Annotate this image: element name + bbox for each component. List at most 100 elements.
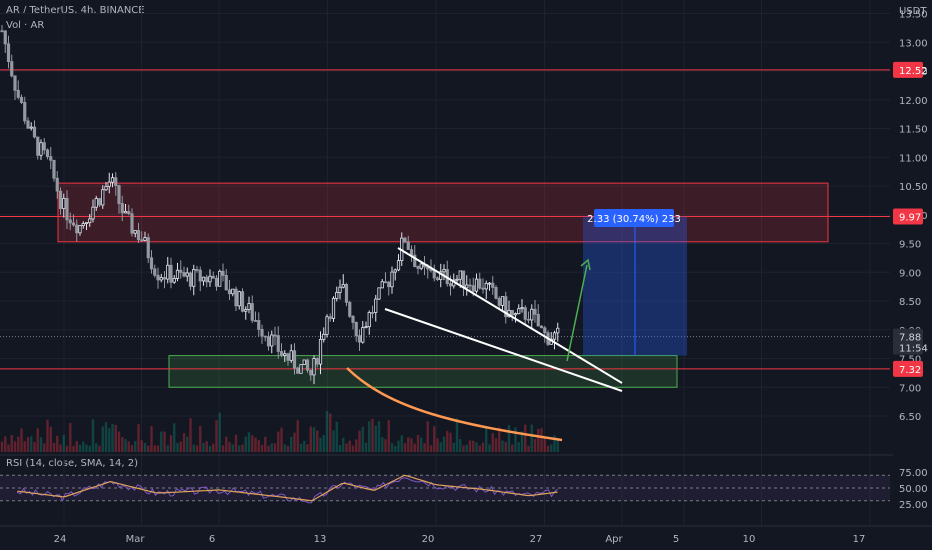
- volume-bar: [325, 410, 329, 452]
- candle-body: [182, 272, 186, 277]
- candle-body: [65, 197, 69, 221]
- volume-bar: [381, 437, 384, 452]
- candle-body: [130, 213, 134, 234]
- volume-bar: [39, 437, 43, 452]
- candle-body: [367, 312, 371, 328]
- candle-body: [39, 142, 43, 156]
- volume-bar: [270, 443, 273, 452]
- candle-body: [13, 75, 17, 91]
- volume-legend[interactable]: Vol · AR: [6, 20, 45, 31]
- volume-bar: [62, 434, 65, 452]
- candle-body: [513, 313, 518, 316]
- volume-bar: [49, 426, 52, 452]
- candle-body: [159, 277, 163, 281]
- candle-body: [192, 269, 196, 287]
- candle-body: [539, 325, 544, 329]
- volume-bar: [446, 430, 449, 452]
- volume-bar: [494, 438, 498, 452]
- volume-bar: [442, 436, 446, 452]
- candle-body: [338, 286, 342, 293]
- volume-bar: [78, 444, 82, 452]
- candle-body: [439, 271, 443, 280]
- candle-body: [218, 270, 222, 287]
- candle-body: [500, 296, 505, 306]
- volume-bar: [82, 441, 85, 452]
- volume-bar: [511, 444, 514, 452]
- candle-body: [195, 269, 199, 271]
- volume-bar: [504, 442, 507, 452]
- price-tick: 8.50: [899, 297, 921, 308]
- volume-bar: [143, 442, 147, 452]
- candle-body: [530, 308, 534, 321]
- candle-body: [318, 338, 323, 365]
- volume-bars: [0, 410, 559, 452]
- candle-body: [42, 142, 46, 151]
- price-tick: 10.50: [899, 182, 928, 193]
- volume-bar: [527, 445, 530, 452]
- volume-bar: [501, 440, 504, 452]
- candle-body: [257, 320, 261, 330]
- candle-body: [75, 224, 79, 234]
- candle-body: [416, 266, 420, 269]
- candle-body: [302, 359, 306, 365]
- volume-bar: [166, 445, 169, 452]
- volume-bar: [160, 431, 163, 452]
- price-tick: 6.50: [899, 412, 921, 423]
- volume-bar: [533, 438, 537, 452]
- candle-body: [0, 30, 4, 33]
- volume-bar: [377, 421, 381, 452]
- volume-bar: [182, 433, 186, 452]
- candle-body: [465, 284, 469, 289]
- volume-bar: [95, 443, 98, 452]
- candle-body: [270, 334, 274, 347]
- candle-body: [84, 222, 89, 225]
- volume-bar: [351, 445, 355, 452]
- volume-bar: [179, 441, 182, 452]
- rsi-tick: 75.00: [899, 468, 928, 479]
- volume-bar: [316, 430, 319, 452]
- volume-bar: [72, 445, 75, 452]
- volume-bar: [312, 427, 316, 452]
- candle-body: [474, 278, 479, 292]
- candle-body: [10, 61, 14, 77]
- candle-body: [101, 189, 105, 206]
- candle-body: [201, 276, 206, 282]
- candle-body: [273, 334, 277, 337]
- candle-body: [497, 297, 501, 306]
- volume-bar: [202, 442, 205, 452]
- volume-bar: [186, 436, 189, 452]
- volume-bar: [192, 444, 195, 452]
- candle-body: [185, 272, 189, 277]
- price-tick: 12.00: [899, 96, 928, 107]
- volume-bar: [403, 443, 407, 452]
- orange-curve: [346, 367, 563, 442]
- volume-bar: [189, 418, 192, 452]
- candle-body: [120, 203, 124, 214]
- volume-bar: [368, 421, 371, 452]
- candle-body: [390, 271, 394, 288]
- volume-bar: [215, 420, 218, 452]
- rsi-legend[interactable]: RSI (14, close, SMA, 14, 2): [6, 458, 139, 469]
- volume-bar: [400, 435, 403, 452]
- volume-bar: [257, 440, 260, 452]
- volume-bar: [212, 443, 215, 452]
- drawings[interactable]: 2.33 (30.74%) 233: [346, 209, 687, 442]
- candle-body: [146, 237, 150, 259]
- candle-body: [344, 284, 349, 303]
- countdown-tag: 11:54: [899, 344, 928, 355]
- volume-bar: [345, 443, 348, 452]
- volume-bar: [355, 439, 358, 452]
- candle-body: [175, 269, 180, 279]
- wedge-lower-line: [384, 308, 623, 392]
- candle-body: [29, 126, 33, 129]
- volume-bar: [491, 433, 494, 452]
- volume-bar: [335, 421, 338, 452]
- green-arrowhead: [580, 258, 591, 271]
- time-tick: 20: [422, 534, 435, 545]
- symbol-legend[interactable]: AR / TetherUS, 4h, BINANCE: [6, 5, 145, 16]
- volume-bar: [88, 445, 91, 452]
- candle-body: [487, 282, 492, 285]
- candle-body: [260, 328, 264, 337]
- candle-body: [341, 284, 345, 288]
